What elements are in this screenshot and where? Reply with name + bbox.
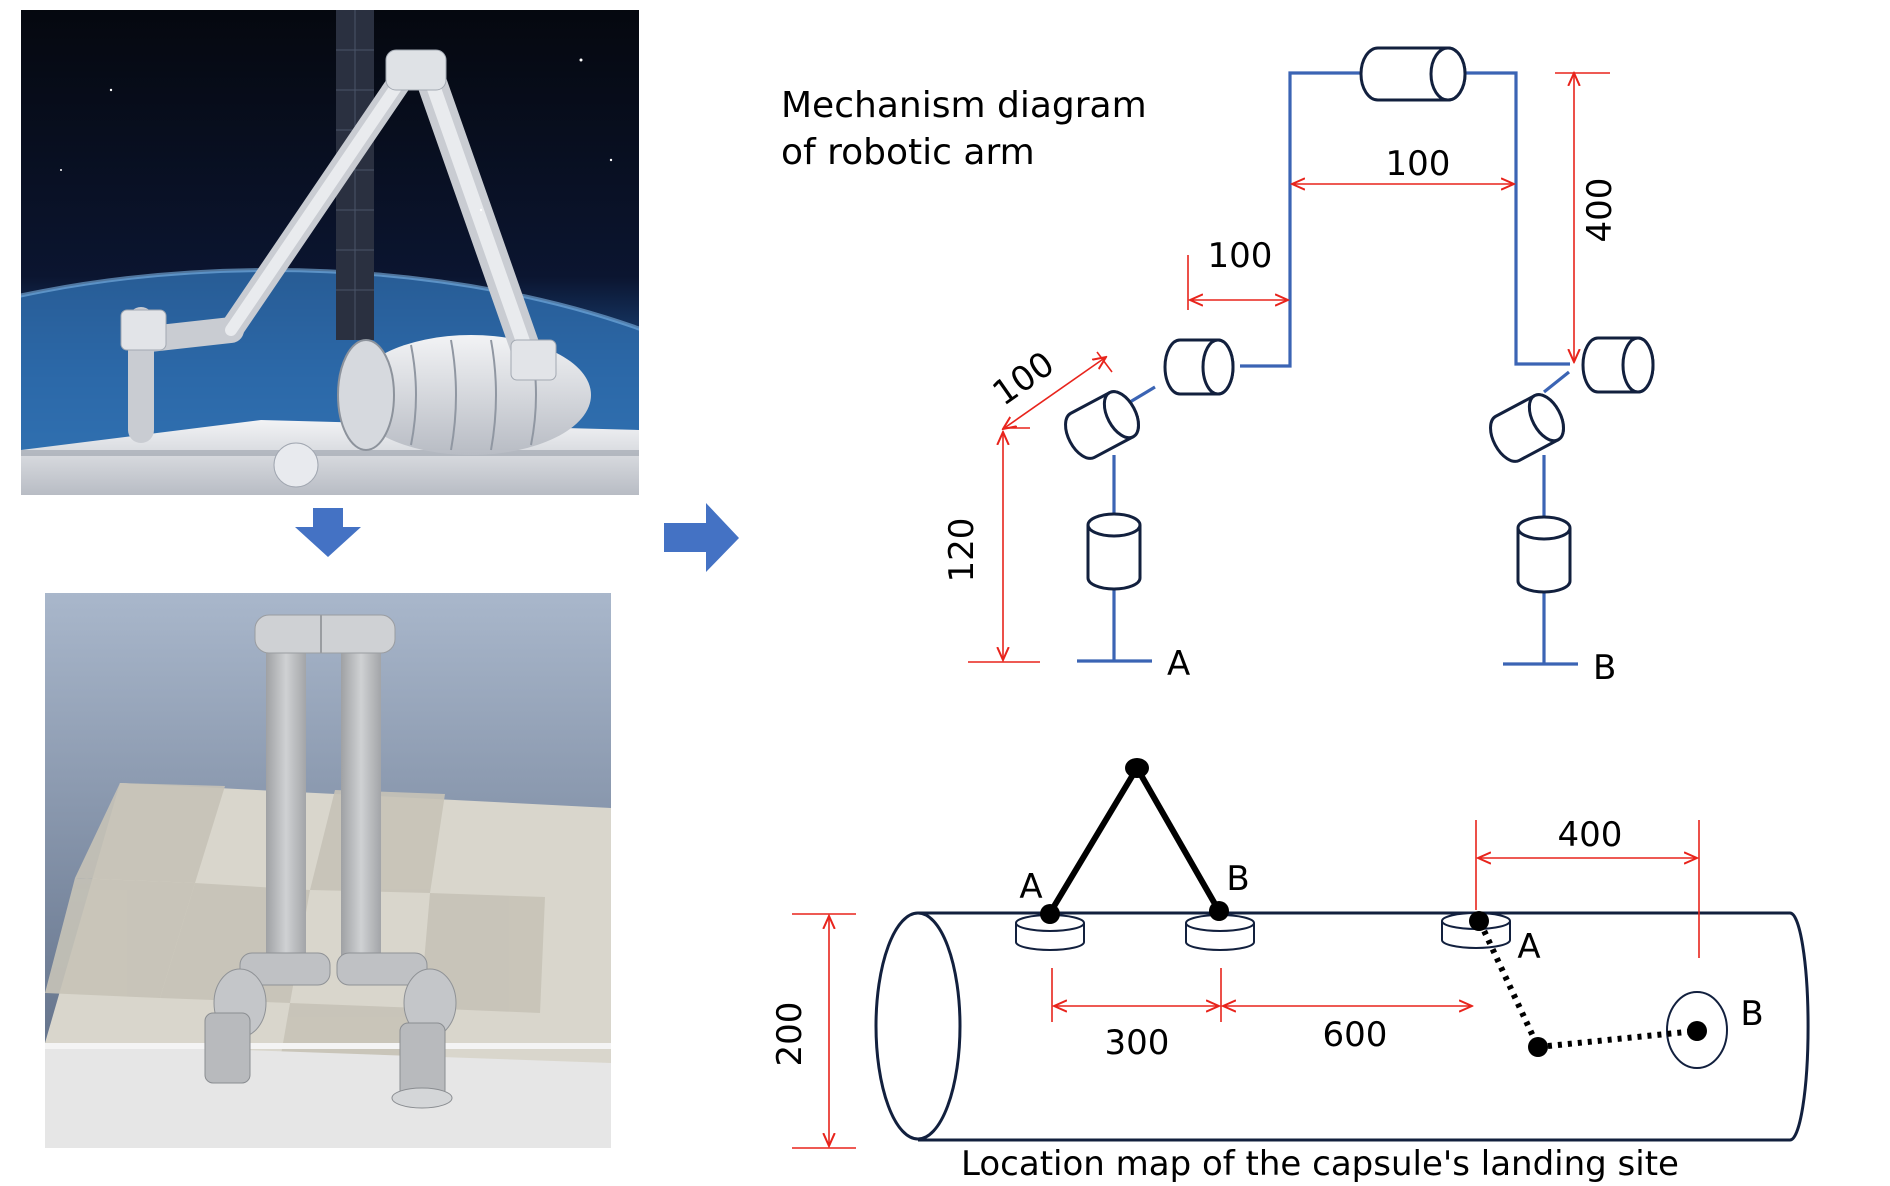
dim-ab-spacing: 300 (1105, 1023, 1170, 1063)
dim-vertical-right: 400 (1580, 178, 1620, 243)
capsule-cylinder (874, 911, 1810, 1142)
arm-pose-lines (1047, 766, 1222, 915)
dim-diagonal-link: 100 (986, 344, 1062, 414)
base-label-a: A (1167, 644, 1190, 684)
space-station-photo (21, 10, 639, 495)
pose-label-a: A (1019, 867, 1042, 907)
joint-cylinders (1064, 46, 1655, 594)
arm-path-dotted (1477, 920, 1697, 1050)
simulation-render (45, 593, 611, 1148)
dim-top-span: 100 (1386, 144, 1451, 184)
arm-links (1077, 71, 1578, 666)
down-arrow-icon (295, 508, 361, 557)
dim-base-height: 120 (942, 518, 982, 583)
dim-mid-spacing: 600 (1323, 1015, 1388, 1055)
landing-map-caption: Location map of the capsule's landing si… (961, 1144, 1679, 1184)
target-label-b: B (1740, 994, 1763, 1034)
dim-left-offset: 100 (1208, 236, 1273, 276)
arm-joints (1040, 758, 1707, 1057)
dim-target-spacing: 400 (1558, 815, 1623, 855)
mechanism-title-line1: Mechanism diagram (781, 85, 1147, 126)
pose-label-b: B (1226, 859, 1249, 899)
dim-capsule-diameter: 200 (770, 1002, 810, 1067)
mechanism-dimensions (968, 73, 1610, 663)
base-label-b: B (1593, 648, 1616, 688)
mechanism-title-line2: of robotic arm (781, 132, 1035, 173)
right-arrow-icon (664, 503, 739, 572)
landing-dimensions (792, 820, 1700, 1149)
target-label-a: A (1517, 927, 1540, 967)
